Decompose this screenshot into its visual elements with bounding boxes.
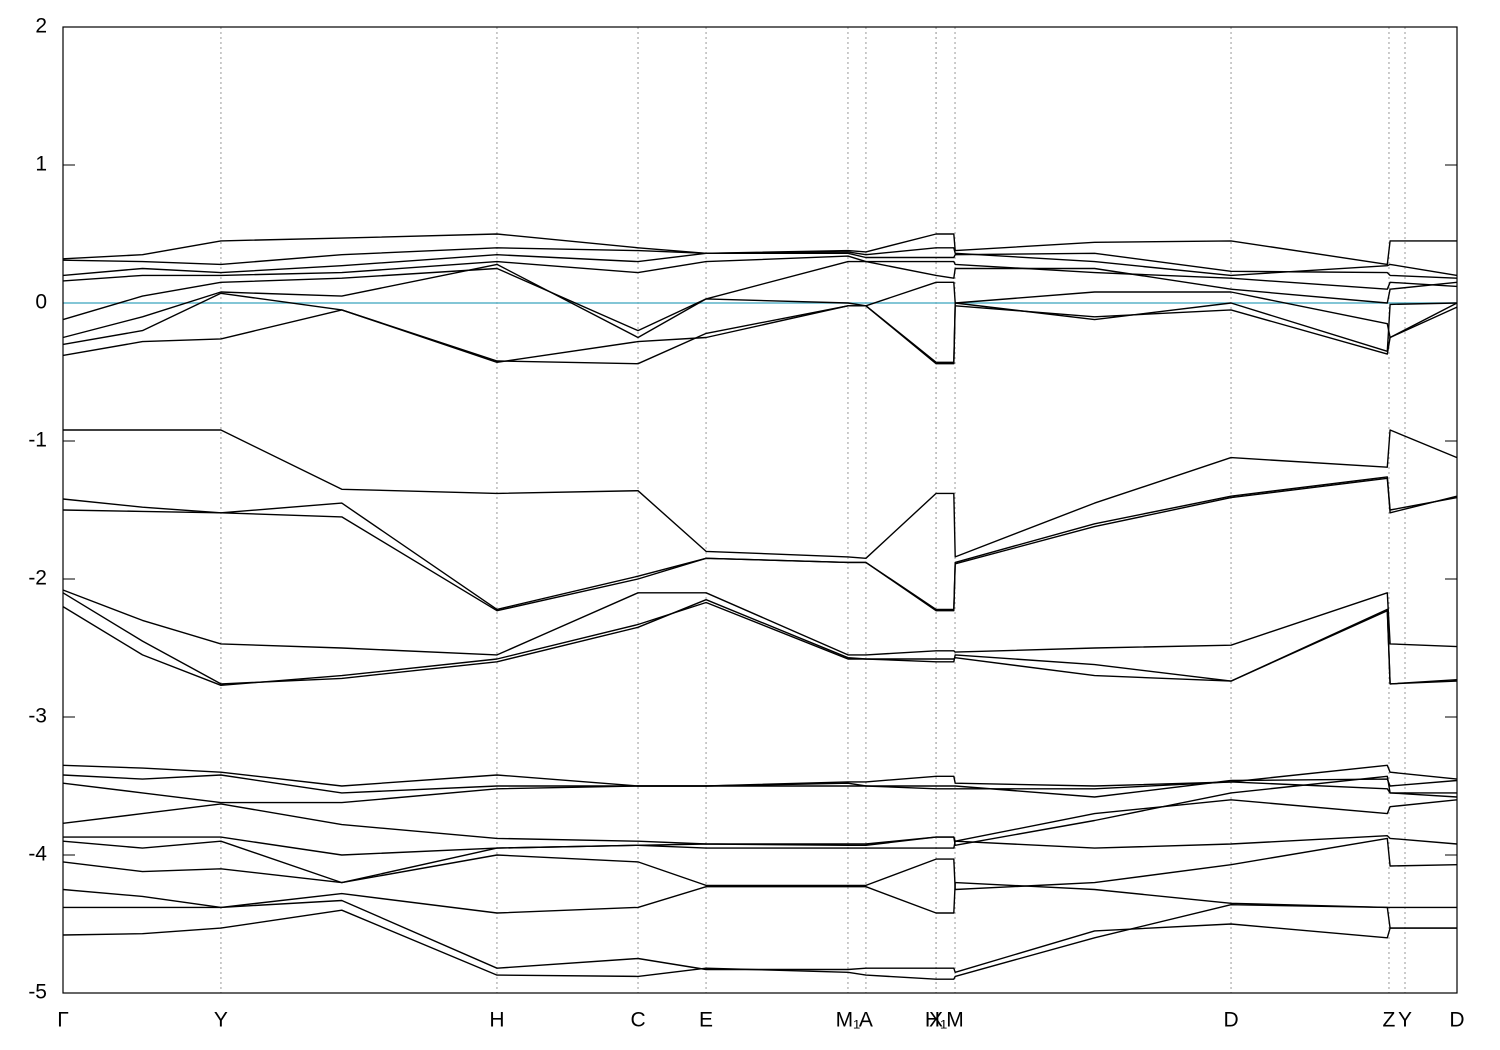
y-tick-label: -4: [28, 843, 47, 866]
x-tick-label: H: [489, 1009, 504, 1032]
y-tick-label: -1: [28, 429, 47, 452]
x-tick-label: D: [1449, 1009, 1464, 1032]
band-line: [62, 292, 1458, 365]
band-line: [63, 775, 1458, 856]
plot-frame: [62, 26, 1458, 994]
x-tick-label: H₁: [925, 1009, 947, 1032]
band-line: [62, 477, 1458, 612]
x-tick-label: M: [946, 1009, 964, 1032]
x-tick-label: Z: [1383, 1009, 1396, 1032]
band-line: [62, 799, 1458, 846]
band-line: [62, 302, 1458, 365]
y-tick-label: -3: [28, 705, 47, 728]
band-line: [62, 260, 1458, 332]
x-tick-label: Γ: [57, 1009, 69, 1032]
x-tick-label: X: [929, 1009, 943, 1032]
y-tick-label: 2: [35, 15, 47, 38]
y-tick-label: 1: [35, 153, 47, 176]
x-tick-label: A: [859, 1009, 873, 1032]
x-tick-label: M₁: [836, 1009, 861, 1032]
band-line: [62, 835, 1458, 884]
x-tick-label: Y: [214, 1009, 228, 1032]
band-line: [62, 476, 1458, 611]
x-tick-label: D: [1223, 1009, 1238, 1032]
band-line: [62, 252, 1458, 279]
band-line: [62, 592, 1458, 685]
band-line: [62, 233, 1457, 266]
band-line: [62, 764, 1458, 787]
y-tick-label: -5: [28, 981, 47, 1004]
x-tick-label: E: [699, 1009, 713, 1032]
band-line: [62, 601, 1458, 686]
band-line: [62, 781, 1457, 804]
y-tick-label: -2: [28, 567, 47, 590]
y-tick-label: 0: [35, 291, 47, 314]
band-line: [62, 881, 1457, 914]
band-line: [62, 837, 1458, 891]
band-line: [63, 899, 1457, 973]
x-tick-label: C: [630, 1009, 645, 1032]
band-line: [62, 589, 1458, 656]
x-tick-label: Y: [1398, 1009, 1412, 1032]
band-line: [62, 904, 1457, 980]
band-line: [63, 429, 1458, 559]
